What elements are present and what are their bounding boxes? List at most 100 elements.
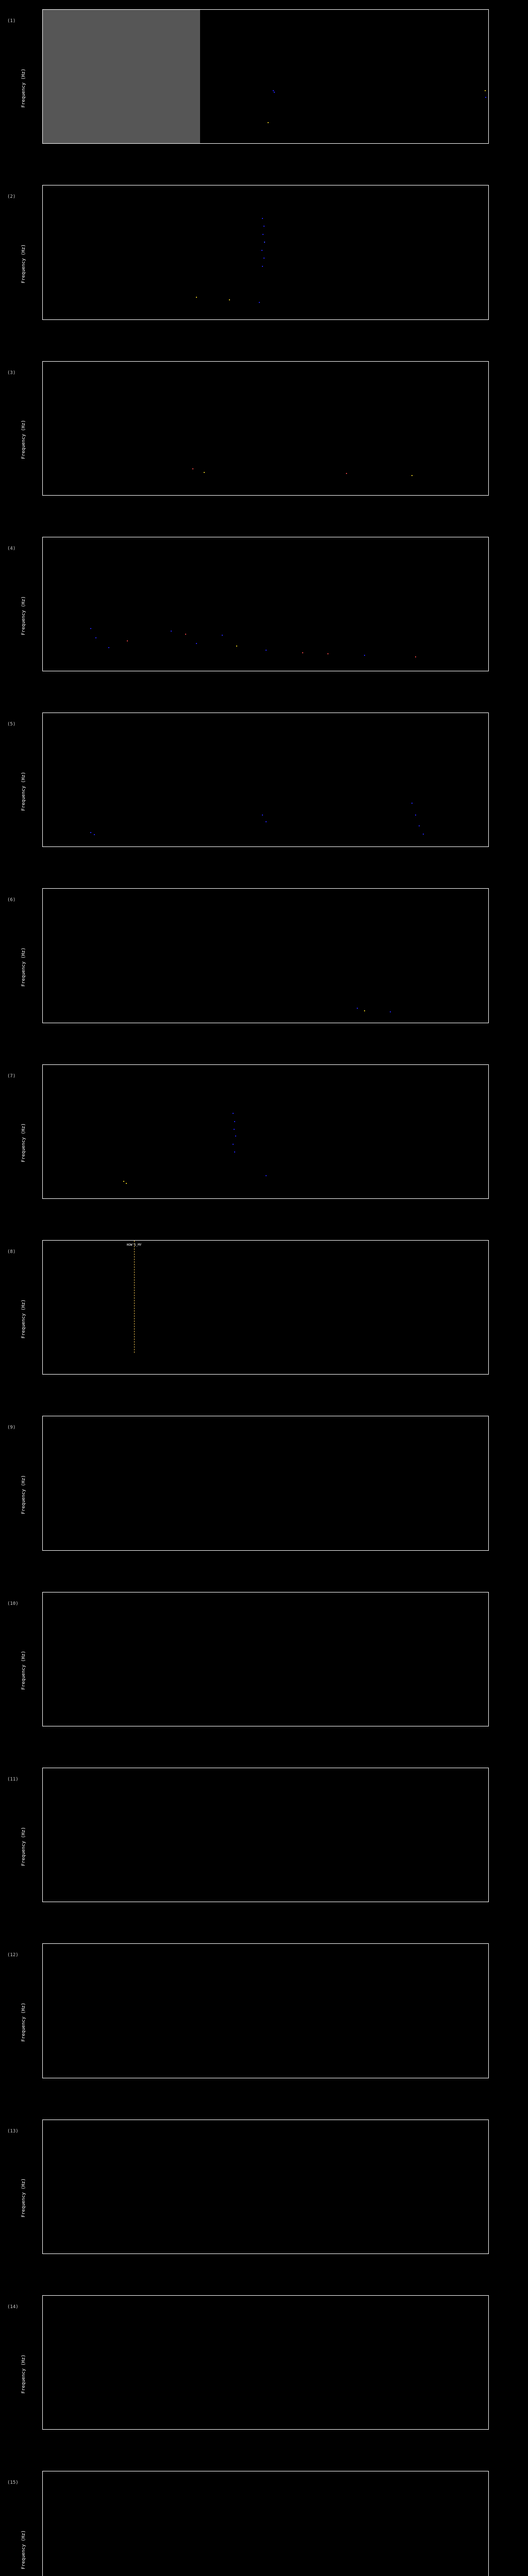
y-minor-tick <box>42 1463 43 1464</box>
x-minor-tick <box>320 495 321 496</box>
y-minor-tick-right <box>488 1483 489 1484</box>
y-minor-tick-right <box>488 1463 489 1464</box>
x-minor-tick <box>174 2429 175 2430</box>
x-minor-tick <box>379 143 380 144</box>
x-minor-tick <box>327 2253 328 2254</box>
y-minor-tick-right <box>488 759 489 760</box>
y-minor-tick-right <box>488 428 489 429</box>
x-tick-mark <box>444 2429 445 2430</box>
x-minor-tick <box>167 2253 168 2254</box>
x-minor-tick <box>364 2253 365 2254</box>
y-minor-tick-right <box>488 1456 489 1457</box>
y-minor-tick-right <box>488 1543 489 1544</box>
y-minor-tick <box>42 1543 43 1544</box>
detection-point <box>95 637 96 639</box>
x-tick-mark <box>444 1550 445 1551</box>
y-axis-label: Frequency (Hz) <box>21 947 26 987</box>
spectrogram-panel: (3)Frequency (Hz)0200400600800100014:005… <box>0 352 528 528</box>
y-minor-tick-right <box>488 1774 489 1775</box>
y-tick-label: 600 <box>42 1995 43 2000</box>
x-tick-mark <box>116 2253 117 2254</box>
y-tick-mark-right <box>488 1416 489 1417</box>
y-minor-tick <box>42 922 43 923</box>
x-tick-mark <box>371 1550 372 1551</box>
x-minor-tick <box>57 2253 58 2254</box>
y-tick-label: 200 <box>42 290 43 295</box>
x-minor-tick <box>313 2253 314 2254</box>
x-minor-tick <box>364 2429 365 2430</box>
y-tick-mark-right <box>488 265 489 266</box>
y-minor-tick <box>42 1868 43 1869</box>
y-tick-label: 0 <box>42 2251 43 2254</box>
x-minor-tick <box>320 1198 321 1199</box>
y-minor-tick-right <box>488 949 489 950</box>
y-tick-label: 0 <box>42 317 43 320</box>
y-minor-tick <box>42 1300 43 1301</box>
x-tick-mark <box>488 2429 489 2430</box>
y-axis-label: Frequency (Hz) <box>21 1475 26 1514</box>
y-minor-tick <box>42 232 43 233</box>
x-tick-mark <box>371 2429 372 2430</box>
y-minor-tick-right <box>488 1868 489 1869</box>
y-minor-tick <box>42 1516 43 1517</box>
spectrogram-panel: (1)Frequency (Hz)0200400600800100012:53:… <box>0 0 528 176</box>
x-minor-tick <box>57 495 58 496</box>
y-tick-label: 400 <box>42 2197 43 2202</box>
x-minor-tick <box>276 1198 277 1199</box>
y-minor-tick <box>42 2571 43 2572</box>
y-tick-label: 1000 <box>42 361 43 364</box>
y-tick-label: 800 <box>42 1968 43 1973</box>
x-minor-tick <box>415 1550 416 1551</box>
x-tick-mark <box>79 495 80 496</box>
x-minor-tick <box>481 846 482 847</box>
x-minor-tick <box>72 846 73 847</box>
y-tick-label: 1000 <box>42 9 43 12</box>
y-minor-tick <box>42 381 43 382</box>
y-tick-mark-right <box>488 2498 489 2499</box>
spectrogram-panel: (8) Frequency (Hz) HOW'S_MY 0 200 400 600 800 10… <box>0 1231 528 1406</box>
x-tick-mark <box>335 1198 336 1199</box>
x-minor-tick <box>64 2253 65 2254</box>
y-tick-label: 600 <box>42 61 43 66</box>
y-minor-tick <box>42 1131 43 1132</box>
y-minor-tick-right <box>488 2382 489 2383</box>
x-minor-tick <box>437 495 438 496</box>
y-tick-mark-right <box>488 1699 489 1700</box>
y-tick-label: 200 <box>42 1697 43 1702</box>
detection-point <box>263 226 265 227</box>
y-tick-label: 0 <box>42 2075 43 2078</box>
x-minor-tick <box>50 2253 51 2254</box>
y-minor-tick <box>42 474 43 475</box>
spectrogram-panel: (6)Frequency (Hz)0200400600800100017:005… <box>0 879 528 1055</box>
x-minor-tick <box>174 1550 175 1551</box>
y-tick-label: 800 <box>42 1089 43 1094</box>
y-minor-tick-right <box>488 813 489 814</box>
x-minor-tick <box>481 1374 482 1375</box>
x-minor-tick <box>101 143 102 144</box>
x-minor-tick <box>218 1198 219 1199</box>
y-tick-mark-right <box>488 1821 489 1822</box>
y-minor-tick-right <box>488 1861 489 1862</box>
y-minor-tick-right <box>488 2193 489 2194</box>
x-minor-tick <box>430 2253 431 2254</box>
y-tick-label: 1000 <box>42 888 43 891</box>
x-minor-tick <box>291 846 292 847</box>
y-tick-label: 600 <box>42 1467 43 1472</box>
x-minor-tick <box>276 319 277 320</box>
x-minor-tick <box>364 1374 365 1375</box>
y-minor-tick-right <box>488 2010 489 2011</box>
detection-point <box>273 92 275 93</box>
y-minor-tick <box>42 76 43 77</box>
y-minor-tick-right <box>488 1516 489 1517</box>
x-tick-mark <box>335 319 336 320</box>
x-minor-tick <box>386 495 387 496</box>
y-tick-label: 200 <box>42 466 43 471</box>
x-tick-mark <box>488 1550 489 1551</box>
x-minor-tick <box>342 143 343 144</box>
y-minor-tick <box>42 726 43 727</box>
plot-area: 020040060080010007:005101520253035404550… <box>42 2471 489 2576</box>
y-tick-label: 600 <box>42 1292 43 1297</box>
y-tick-mark-right <box>488 2050 489 2051</box>
y-tick-label: 200 <box>42 1521 43 1526</box>
x-minor-tick <box>218 143 219 144</box>
